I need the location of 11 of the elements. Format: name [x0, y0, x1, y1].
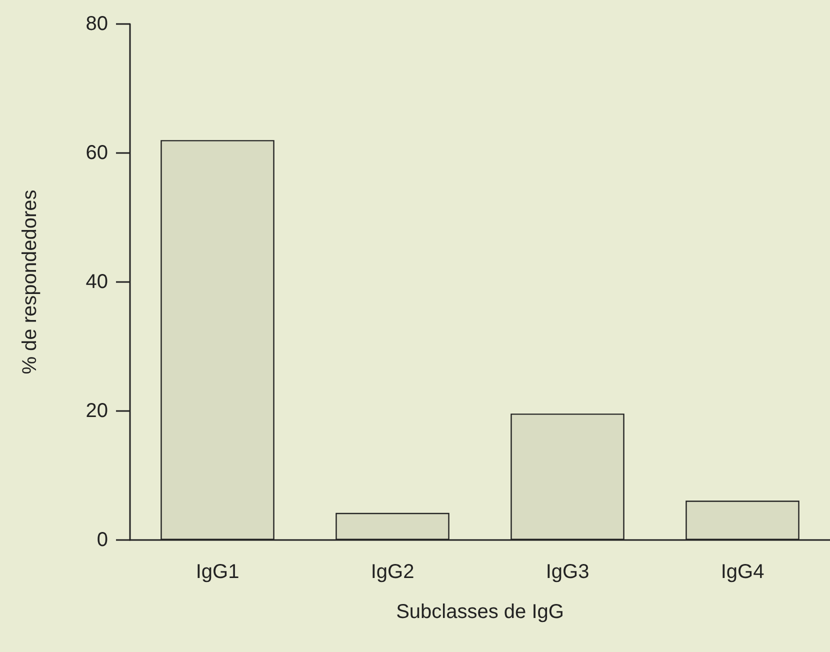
x-tick-label: IgG1: [196, 561, 240, 583]
y-tick-label: 40: [86, 271, 108, 293]
y-tick-label: 60: [86, 142, 108, 164]
y-tick-label: 80: [86, 13, 108, 35]
x-tick-label: IgG2: [370, 561, 414, 583]
y-tick-label: 0: [96, 529, 108, 551]
x-axis-title: Subclasses de IgG: [396, 601, 564, 623]
x-tick-label: IgG4: [720, 561, 764, 583]
y-axis-title: % de respondedores: [19, 190, 41, 374]
x-tick-label: IgG3: [546, 561, 590, 583]
y-tick-label: 20: [86, 400, 108, 422]
